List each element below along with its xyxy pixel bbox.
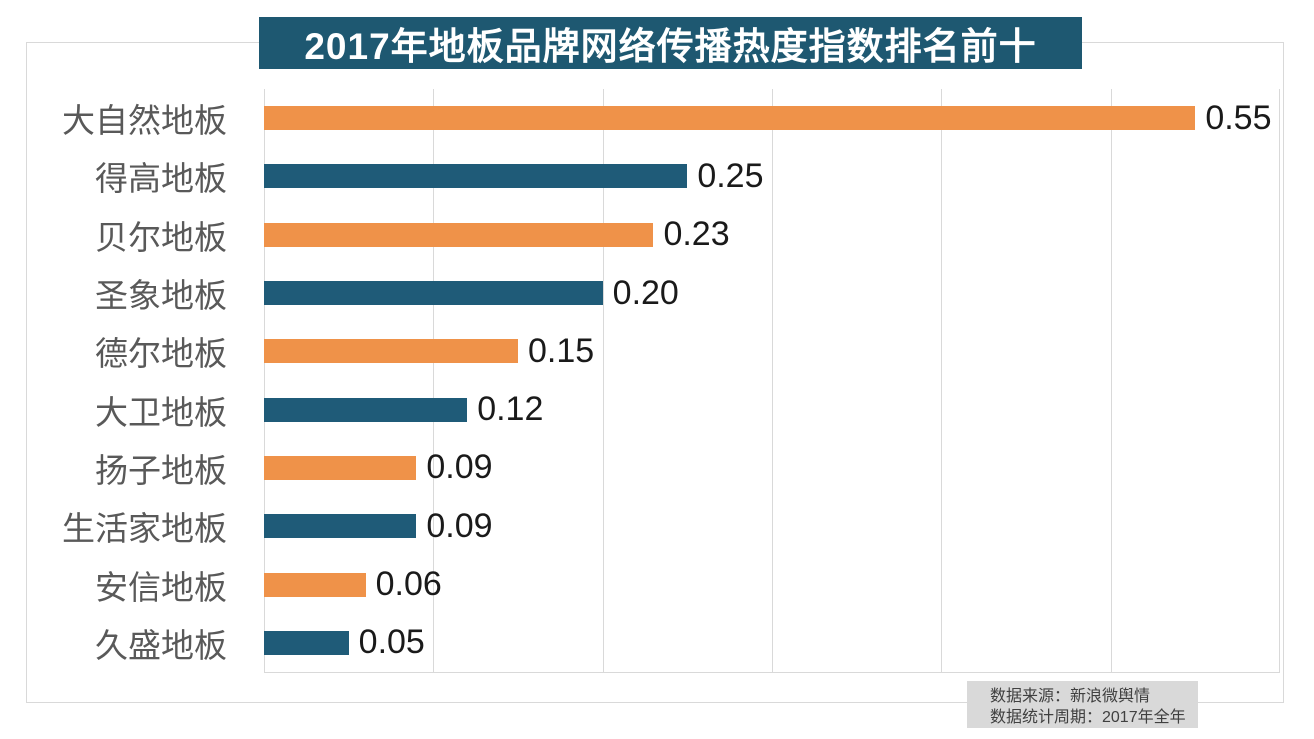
bar-area: 0.05 xyxy=(264,614,1280,672)
category-label: 安信地板 xyxy=(95,568,227,606)
bar-area: 0.55 xyxy=(264,89,1280,147)
bar-area: 0.25 xyxy=(264,147,1280,205)
gridline xyxy=(264,89,265,672)
bar xyxy=(264,630,349,655)
chart-row: 圣象地板 0.20 xyxy=(28,264,1280,322)
bar-area: 0.20 xyxy=(264,264,1280,322)
category-label: 生活家地板 xyxy=(62,510,227,548)
bar xyxy=(264,339,518,364)
bar-area: 0.12 xyxy=(264,380,1280,438)
data-source-note: 数据来源：新浪微舆情 数据统计周期：2017年全年 xyxy=(967,681,1198,728)
bar-area: 0.06 xyxy=(264,555,1280,613)
plot-gridlines xyxy=(264,89,1280,673)
gridline xyxy=(941,89,943,672)
bar-area: 0.09 xyxy=(264,497,1280,555)
bar-area: 0.09 xyxy=(264,439,1280,497)
data-source-line: 数据来源：新浪微舆情 xyxy=(990,688,1151,705)
bar-area: 0.23 xyxy=(264,206,1280,264)
gridline xyxy=(602,89,604,672)
chart-row: 大自然地板 0.55 xyxy=(28,89,1280,147)
value-label: 0.09 xyxy=(426,448,493,487)
chart-row: 久盛地板 0.05 xyxy=(28,614,1280,672)
chart-frame xyxy=(26,42,1284,703)
gridline xyxy=(772,89,773,672)
value-label: 0.20 xyxy=(612,273,679,312)
chart-row: 扬子地板 0.09 xyxy=(28,439,1280,497)
category-label: 圣象地板 xyxy=(95,277,227,315)
chart-row: 贝尔地板 0.23 xyxy=(28,206,1280,264)
chart-row: 安信地板 0.06 xyxy=(28,555,1280,613)
bar-chart-rows: 大自然地板 0.55 得高地板 0.25 贝尔地板 0.23 圣象地板 0.20 德尔地板 0.1… xyxy=(28,89,1280,672)
category-label: 德尔地板 xyxy=(95,335,227,373)
bar-area: 0.15 xyxy=(264,322,1280,380)
category-label: 贝尔地板 xyxy=(95,218,227,256)
chart-title-bar: 2017年地板品牌网络传播热度指数排名前十 xyxy=(259,17,1082,69)
value-label: 0.55 xyxy=(1205,98,1272,137)
category-label: 大自然地板 xyxy=(62,102,227,140)
value-label: 0.23 xyxy=(663,215,730,254)
category-label: 久盛地板 xyxy=(95,626,227,664)
chart-row: 生活家地板 0.09 xyxy=(28,497,1280,555)
data-period-line: 数据统计周期：2017年全年 xyxy=(990,709,1186,726)
gridline xyxy=(1279,89,1280,672)
bar xyxy=(264,222,654,247)
bar xyxy=(264,455,417,480)
value-label: 0.05 xyxy=(358,623,425,662)
bar xyxy=(264,572,366,597)
value-label: 0.15 xyxy=(528,331,595,370)
gridline xyxy=(1110,89,1112,672)
bar xyxy=(264,281,603,306)
category-label: 扬子地板 xyxy=(95,451,227,489)
value-label: 0.06 xyxy=(375,565,442,604)
chart-row: 大卫地板 0.12 xyxy=(28,380,1280,438)
bar xyxy=(264,514,417,539)
chart-row: 德尔地板 0.15 xyxy=(28,322,1280,380)
chart-title: 2017年地板品牌网络传播热度指数排名前十 xyxy=(304,26,1037,67)
bar xyxy=(264,164,688,189)
chart-row: 得高地板 0.25 xyxy=(28,147,1280,205)
bar xyxy=(264,106,1196,131)
gridline xyxy=(433,89,435,672)
category-label: 得高地板 xyxy=(95,160,227,198)
bar xyxy=(264,397,468,422)
value-label: 0.12 xyxy=(477,390,544,429)
category-label: 大卫地板 xyxy=(95,393,227,431)
value-label: 0.25 xyxy=(697,156,764,195)
value-label: 0.09 xyxy=(426,506,493,545)
